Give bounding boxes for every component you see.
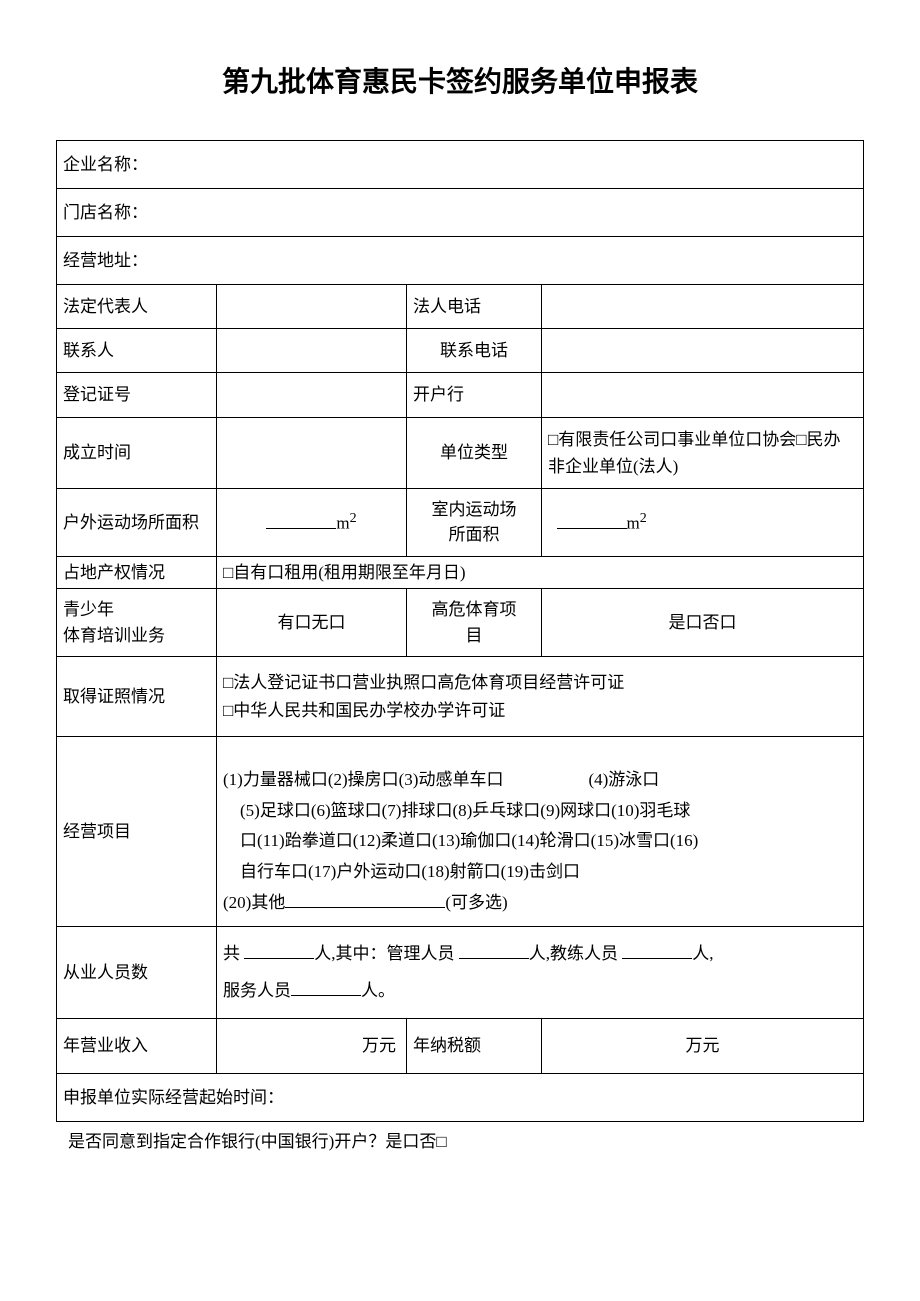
unit-type-value[interactable]: □有限责任公司口事业单位口协会□民办非企业单位(法人): [542, 417, 864, 488]
youth-value[interactable]: 有口无口: [217, 589, 407, 657]
store-name-row[interactable]: 门店名称：: [57, 189, 864, 237]
business-label: 经营项目: [57, 737, 217, 927]
bank-label: 开户行: [407, 373, 542, 417]
bank-agreement-line[interactable]: 是否同意到指定合作银行(中国银行)开户？是口否□: [56, 1122, 864, 1155]
revenue-value[interactable]: 万元: [217, 1018, 407, 1073]
property-label: 占地产权情况: [57, 556, 217, 588]
license-value[interactable]: □法人登记证书口营业执照口高危体育项目经营许可证 □中华人民共和国民办学校办学许…: [217, 657, 864, 737]
license-label: 取得证照情况: [57, 657, 217, 737]
outdoor-area-value[interactable]: m2: [217, 488, 407, 556]
highrisk-value[interactable]: 是口否口: [542, 589, 864, 657]
application-form-table: 企业名称： 门店名称： 经营地址： 法定代表人 法人电话 联系人 联系电话 登记…: [56, 140, 864, 1122]
bank-value[interactable]: [542, 373, 864, 417]
indoor-area-value[interactable]: m2: [542, 488, 864, 556]
reg-no-value[interactable]: [217, 373, 407, 417]
unit-type-label: 单位类型: [407, 417, 542, 488]
indoor-area-label: 室内运动场所面积: [407, 488, 542, 556]
legal-phone-value[interactable]: [542, 285, 864, 329]
reg-no-label: 登记证号: [57, 373, 217, 417]
form-title: 第九批体育惠民卡签约服务单位申报表: [56, 60, 864, 100]
est-date-value[interactable]: [217, 417, 407, 488]
actual-start-row[interactable]: 申报单位实际经营起始时间：: [57, 1073, 864, 1121]
staff-label: 从业人员数: [57, 927, 217, 1019]
legal-rep-value[interactable]: [217, 285, 407, 329]
contact-value[interactable]: [217, 329, 407, 373]
est-date-label: 成立时间: [57, 417, 217, 488]
company-name-row[interactable]: 企业名称：: [57, 141, 864, 189]
youth-label: 青少年体育培训业务: [57, 589, 217, 657]
outdoor-area-label: 户外运动场所面积: [57, 488, 217, 556]
address-row[interactable]: 经营地址：: [57, 237, 864, 285]
contact-phone-label: 联系电话: [407, 329, 542, 373]
tax-label: 年纳税额: [407, 1018, 542, 1073]
revenue-label: 年营业收入: [57, 1018, 217, 1073]
property-value[interactable]: □自有口租用(租用期限至年月日): [217, 556, 864, 588]
highrisk-label: 高危体育项目: [407, 589, 542, 657]
tax-value[interactable]: 万元: [542, 1018, 864, 1073]
business-value[interactable]: (1)力量器械口(2)操房口(3)动感单车口 (4)游泳口 (5)足球口(6)篮…: [217, 737, 864, 927]
legal-phone-label: 法人电话: [407, 285, 542, 329]
legal-rep-label: 法定代表人: [57, 285, 217, 329]
staff-value[interactable]: 共 人,其中：管理人员 人,教练人员 人, 服务人员人。: [217, 927, 864, 1019]
contact-label: 联系人: [57, 329, 217, 373]
contact-phone-value[interactable]: [542, 329, 864, 373]
